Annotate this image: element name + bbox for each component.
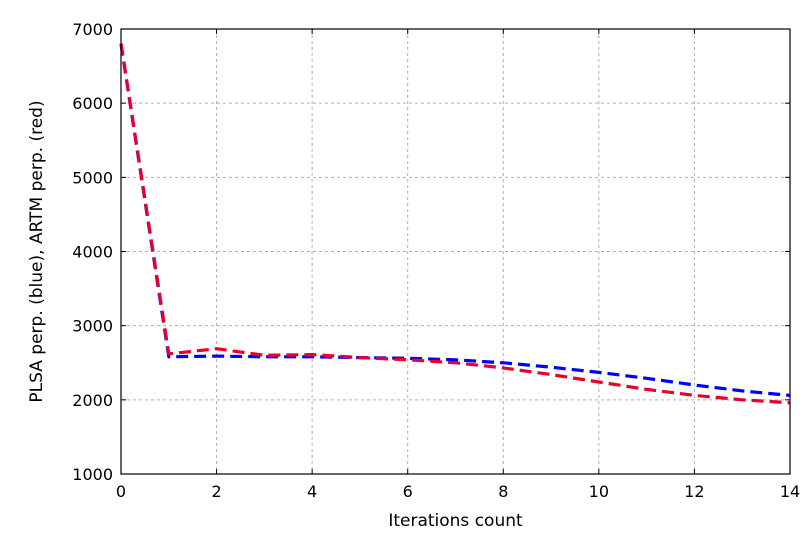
x-tick-label: 4 <box>307 482 317 501</box>
ticks <box>120 28 791 475</box>
y-tick-label: 5000 <box>72 168 113 187</box>
x-tick-label: 14 <box>780 482 800 501</box>
plot-frame <box>120 28 791 475</box>
y-tick-label: 6000 <box>72 94 113 113</box>
x-tick-label: 6 <box>403 482 413 501</box>
y-tick-label: 7000 <box>72 20 113 39</box>
series-line-0 <box>119 43 791 397</box>
x-tick-label: 2 <box>211 482 221 501</box>
y-tick-label: 3000 <box>72 317 113 336</box>
x-tick-labels: 0 2 4 6 8 10 12 14 <box>116 482 800 501</box>
x-tick-label: 12 <box>684 482 704 501</box>
y-tick-label: 1000 <box>72 465 113 484</box>
y-tick-label: 4000 <box>72 243 113 262</box>
y-tick-labels: 1000 2000 3000 4000 5000 6000 7000 <box>72 20 113 484</box>
x-tick-label: 8 <box>498 482 508 501</box>
x-tick-label: 10 <box>589 482 609 501</box>
series-line-1 <box>119 43 791 405</box>
x-axis-label: Iterations count <box>388 511 523 531</box>
y-tick-label: 2000 <box>72 391 113 410</box>
series-layer <box>119 43 791 405</box>
x-tick-label: 0 <box>116 482 126 501</box>
y-axis-label: PLSA perp. (blue), ARTM perp. (red) <box>27 100 47 402</box>
grid <box>121 29 790 474</box>
